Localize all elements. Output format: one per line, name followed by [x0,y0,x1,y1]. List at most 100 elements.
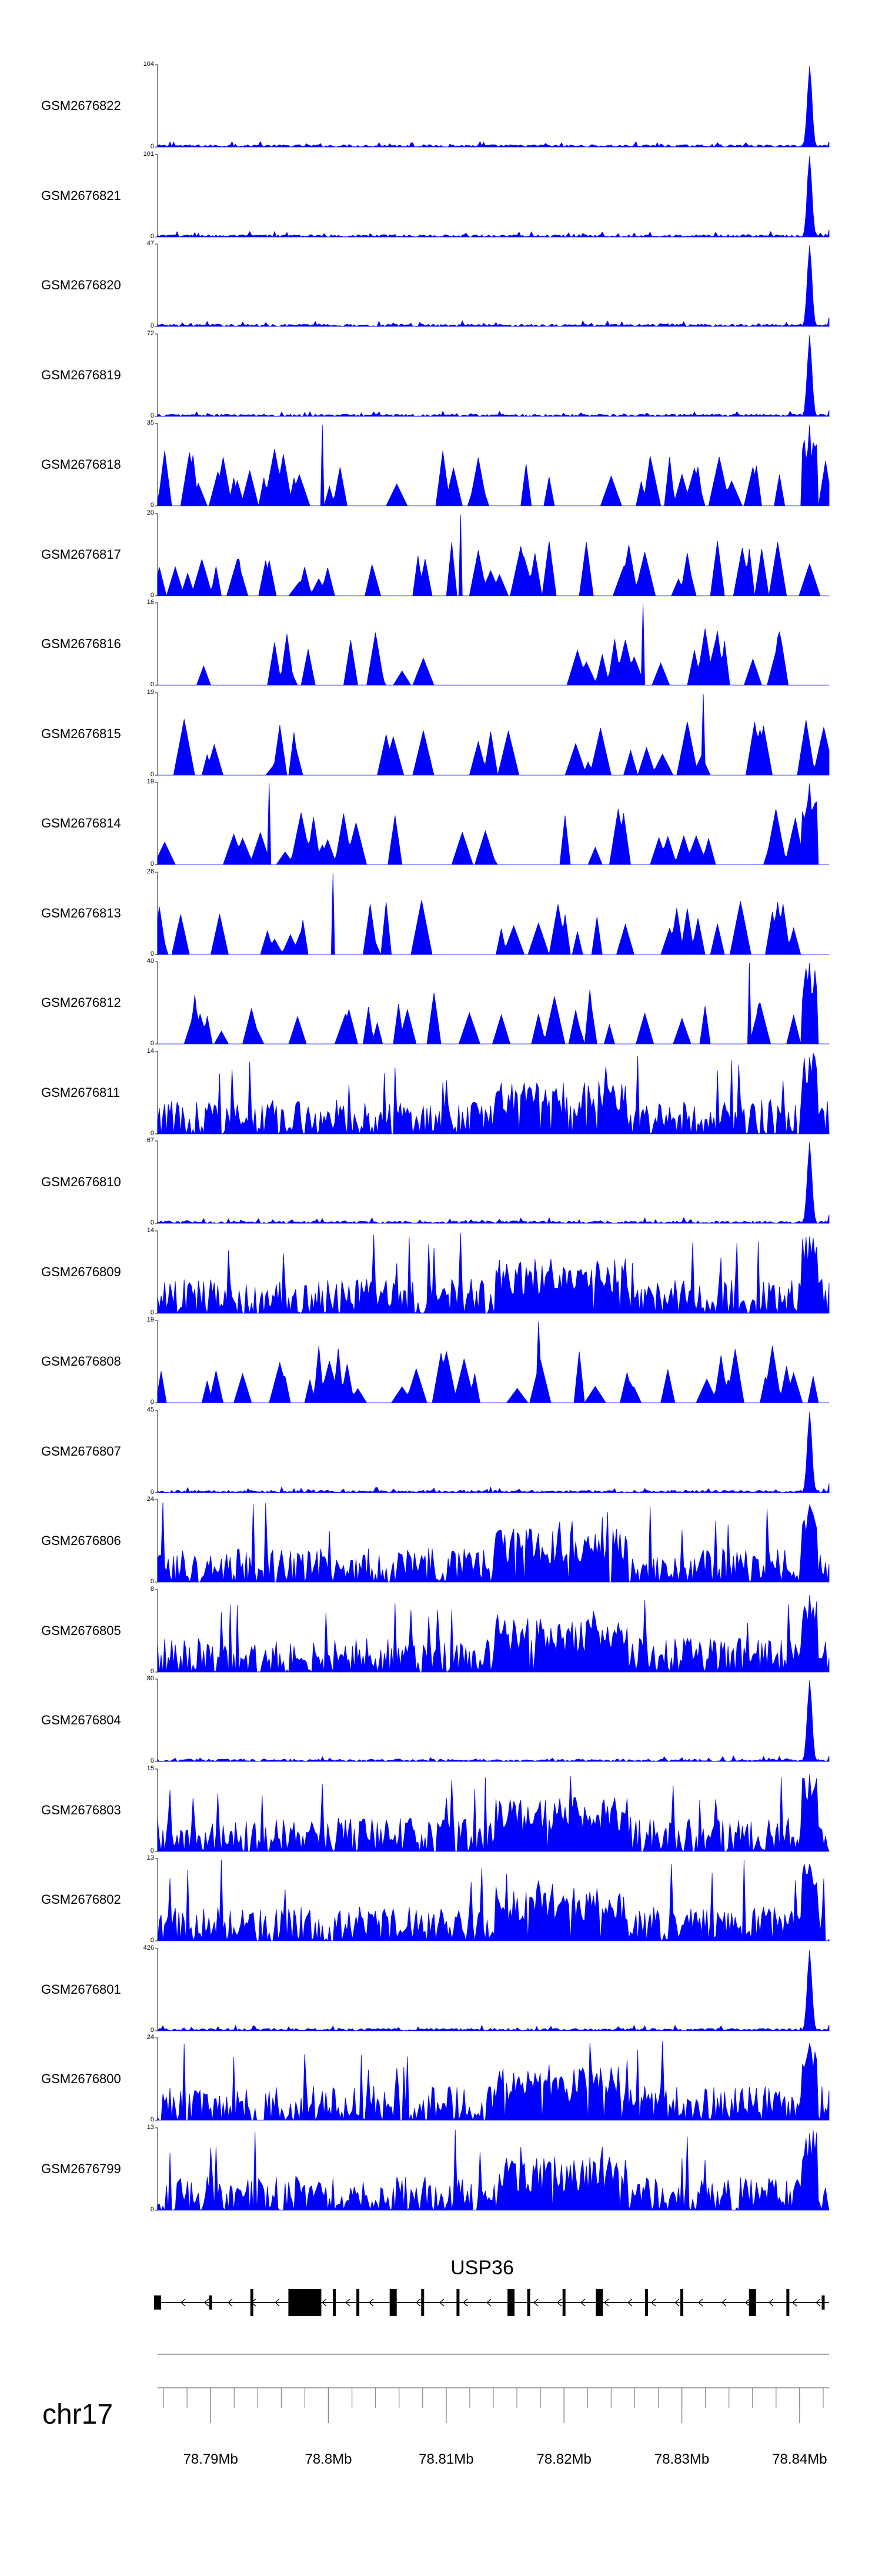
strand-arrow [816,2298,821,2307]
y-min-label: 0 [150,591,154,599]
y-max-label: 67 [146,1137,154,1144]
y-max-label: 15 [146,1764,154,1772]
x-tick-label: 78.79Mb [183,2451,238,2467]
y-min-label: 0 [150,681,154,688]
exon [821,2295,825,2310]
sample-label: GSM2676815 [41,726,121,741]
y-max-label: 26 [146,867,154,875]
exon [527,2289,530,2316]
sample-label: GSM2676805 [41,1623,121,1638]
y-min-label: 0 [150,143,154,150]
y-axis [155,512,158,596]
y-axis [155,2037,158,2121]
strand-arrow [769,2298,774,2307]
x-tick-label: 78.81Mb [419,2451,474,2467]
signal-plot [155,1409,830,1493]
sample-label: GSM2676813 [41,905,121,920]
sample-label: GSM2676809 [41,1264,121,1279]
y-max-label: 101 [143,150,154,158]
y-min-label: 0 [150,412,154,419]
track: GSM2676809 14 0 [0,1227,882,1319]
sample-label: GSM2676814 [41,816,121,830]
signal-plot [155,1679,830,1762]
track: GSM2676803 15 0 [0,1764,882,1857]
signal-area [157,1052,830,1134]
strand-arrow [204,2298,209,2307]
y-max-label: 24 [146,1496,154,1503]
y-min-label: 0 [150,1937,154,1944]
strand-arrow [322,2298,327,2307]
strand-arrow [533,2298,539,2307]
strand-arrow [698,2298,703,2307]
signal-plot [155,782,829,865]
genome-axis: chr17 78.79Mb 78.8Mb 78.81Mb 78.82Mb 78.83Mb… [0,2353,882,2576]
y-max-label: 14 [146,1047,154,1055]
y-max-label: 104 [143,61,154,68]
exon [389,2289,397,2316]
y-min-label: 0 [150,2205,154,2213]
track: GSM2676807 45 0 [0,1406,882,1499]
y-max-label: 20 [146,509,154,516]
strand-arrow [416,2298,421,2307]
signal-area [157,424,830,506]
signal-area [158,603,829,686]
track: GSM2676808 19 0 [0,1316,882,1409]
y-axis [155,1140,158,1224]
y-max-label: 19 [146,778,154,785]
y-min-label: 0 [150,860,154,867]
y-min-label: 0 [150,232,154,240]
x-tick-label: 78.84Mb [772,2451,827,2467]
exon [644,2289,648,2316]
sample-label: GSM2676799 [41,2161,121,2176]
signal-plot [155,1858,830,1942]
y-axis [155,1499,158,1583]
track: GSM2676818 35 0 [0,419,882,512]
sample-label: GSM2676808 [41,1354,121,1369]
chromosome-label: chr17 [42,2399,113,2430]
signal-area [157,2041,830,2121]
signal-area [158,962,829,1045]
signal-plot [155,512,829,597]
strand-arrow [627,2298,633,2307]
sample-label: GSM2676817 [41,546,121,562]
signal-plot [155,1768,830,1852]
track: GSM2676813 26 0 [0,867,882,960]
y-min-label: 0 [150,2116,154,2123]
signal-plot [155,2037,830,2121]
signal-area [157,1860,830,1942]
strand-arrow [181,2298,186,2307]
exon [749,2289,756,2316]
sample-label: GSM2676810 [41,1174,121,1189]
x-tick-label: 78.8Mb [305,2451,352,2467]
signal-area [157,1774,830,1852]
signal-plot [155,1050,830,1134]
signal-area [157,245,830,327]
track: GSM2676819 72 0 [0,330,882,422]
y-min-label: 0 [150,1040,154,1047]
signal-plot [155,333,830,417]
y-max-label: 35 [146,419,154,426]
sample-label: GSM2676811 [41,1085,121,1100]
exon [288,2289,322,2316]
y-max-label: 24 [146,2034,154,2041]
sample-label: GSM2676800 [41,2071,121,2086]
signal-plot [155,243,830,327]
signal-plot [155,423,830,506]
axis-svg [158,2354,829,2423]
signal-plot [155,154,830,238]
y-min-label: 0 [150,770,154,778]
strand-arrow [345,2298,350,2307]
signal-area [158,693,830,776]
gene-model: USP36 [154,2257,829,2316]
track: GSM2676812 40 0 [0,957,882,1050]
signal-plot [155,64,830,148]
sample-label: GSM2676818 [41,457,121,472]
sample-label: GSM2676812 [41,995,121,1010]
y-max-label: 426 [143,1944,154,1951]
exon [356,2289,360,2316]
y-min-label: 0 [150,1129,154,1137]
y-axis [155,961,158,1045]
exon [250,2289,253,2316]
exon [333,2289,336,2316]
strand-arrow [792,2298,797,2307]
